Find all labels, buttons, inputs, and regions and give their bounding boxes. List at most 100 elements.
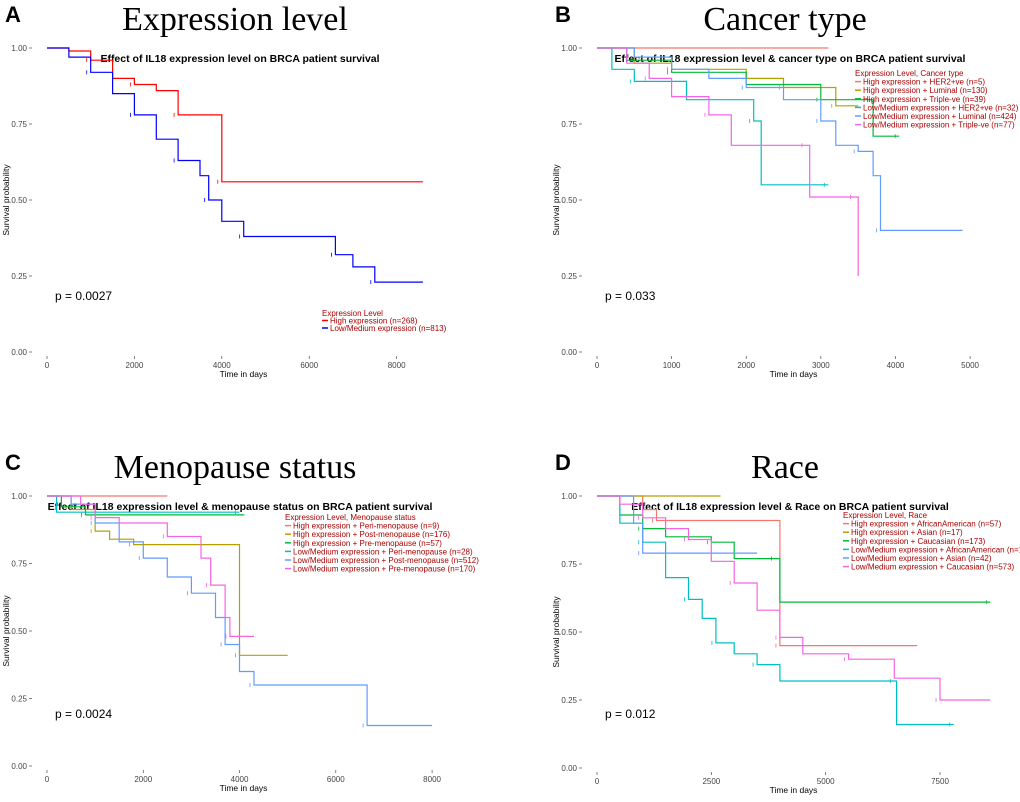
legend-entry: High expression + Peri-menopause (n=9) xyxy=(293,522,440,531)
y-tick-label: 1.00 xyxy=(11,44,27,53)
panel-a: A Expression level Effect of IL18 expressi… xyxy=(1,1,447,379)
y-tick-label: 0.25 xyxy=(561,696,577,705)
legend-entry: High expression + Pre-menopause (n=57) xyxy=(293,539,442,548)
legend-entry: High expression + Caucasian (n=173) xyxy=(851,537,986,546)
legend-entry: High expression + Post-menopause (n=176) xyxy=(293,530,450,539)
y-tick-label: 0.75 xyxy=(561,120,577,129)
panel-heading: Race xyxy=(751,449,819,486)
y-tick-label: 1.00 xyxy=(561,44,577,53)
x-tick-label: 5000 xyxy=(961,361,979,370)
y-tick-label: 0.25 xyxy=(11,695,27,704)
legend-entry: High expression + Luminal (n=130) xyxy=(863,86,988,95)
legend-entry: Low/Medium expression + Peri-menopause (… xyxy=(293,547,473,556)
chart-title: Effect of IL18 expression level & cancer… xyxy=(615,53,966,65)
p-value: p = 0.0024 xyxy=(55,707,112,721)
x-tick-label: 6000 xyxy=(300,361,318,370)
legend-entry: Low/Medium expression + Asian (n=42) xyxy=(851,554,992,563)
survival-curve-5 xyxy=(597,47,963,231)
survival-curve-5 xyxy=(47,495,433,727)
legend-entry: Low/Medium expression + AfricanAmerican … xyxy=(851,545,1020,554)
y-axis-label: Survival probability xyxy=(551,596,561,668)
legend-title: Expression Level xyxy=(322,309,383,318)
x-tick-label: 4000 xyxy=(231,775,249,784)
legend-entry: High expression + HER2+ve (n=5) xyxy=(863,78,985,87)
x-tick-label: 4000 xyxy=(887,361,905,370)
x-tick-label: 0 xyxy=(595,361,600,370)
legend-entry: Low/Medium expression + Caucasian (n=573… xyxy=(851,563,1015,572)
legend-entry: High expression + Triple-ve (n=39) xyxy=(863,95,986,104)
x-axis-label: Time in days xyxy=(220,369,268,379)
x-axis-label: Time in days xyxy=(220,783,268,793)
y-tick-label: 0.50 xyxy=(11,196,27,205)
legend-title: Expression Level, Race xyxy=(843,511,928,520)
panel-d: D Race Effect of IL18 expression level & R… xyxy=(551,449,1020,795)
y-tick-label: 0.25 xyxy=(561,272,577,281)
panel-letter: B xyxy=(555,2,571,27)
x-axis-label: Time in days xyxy=(770,785,818,795)
x-tick-label: 2000 xyxy=(134,775,152,784)
y-tick-label: 1.00 xyxy=(561,492,577,501)
panel-b: B Cancer type Effect of IL18 expression le… xyxy=(551,1,1019,379)
legend-title: Expression Level, Menopause status xyxy=(285,513,416,522)
legend-entry: High expression (n=268) xyxy=(330,317,418,326)
x-tick-label: 6000 xyxy=(327,775,345,784)
x-tick-label: 7500 xyxy=(931,777,949,786)
y-axis-label: Survival probability xyxy=(1,164,11,236)
x-tick-label: 2000 xyxy=(737,361,755,370)
survival-curve-4 xyxy=(597,47,829,186)
y-tick-label: 0.50 xyxy=(561,628,577,637)
x-tick-label: 0 xyxy=(45,361,50,370)
survival-curve-1 xyxy=(597,495,918,647)
y-axis-label: Survival probability xyxy=(551,164,561,236)
chart-title: Effect of IL18 expression level & menopa… xyxy=(48,501,433,513)
y-tick-label: 0.25 xyxy=(11,272,27,281)
y-tick-label: 0.00 xyxy=(561,764,577,773)
legend-entry: Low/Medium expression + Pre-menopause (n… xyxy=(293,565,476,574)
y-tick-label: 0.00 xyxy=(11,348,27,357)
y-tick-label: 0.00 xyxy=(561,348,577,357)
x-tick-label: 0 xyxy=(595,777,600,786)
p-value: p = 0.012 xyxy=(605,707,656,721)
panel-letter: D xyxy=(555,450,571,475)
x-tick-label: 5000 xyxy=(817,777,835,786)
legend-entry: High expression + AfricanAmerican (n=57) xyxy=(851,520,1002,529)
x-tick-label: 8000 xyxy=(388,361,406,370)
x-tick-label: 0 xyxy=(45,775,50,784)
survival-curve-6 xyxy=(597,495,991,701)
x-axis-label: Time in days xyxy=(770,369,818,379)
legend-entry: Low/Medium expression + Triple-ve (n=77) xyxy=(863,121,1015,130)
survival-curve-6 xyxy=(597,47,859,276)
survival-curve-3 xyxy=(597,495,991,603)
legend-entry: Low/Medium expression + Post-menopause (… xyxy=(293,556,479,565)
survival-curve-2 xyxy=(47,495,288,656)
survival-curve-1 xyxy=(47,47,423,183)
y-tick-label: 0.75 xyxy=(11,120,27,129)
panel-letter: A xyxy=(5,2,21,27)
panel-heading: Expression level xyxy=(122,1,348,38)
legend-entry: Low/Medium expression + Luminal (n=424) xyxy=(863,112,1017,121)
survival-curve-2 xyxy=(47,47,423,283)
survival-curve-5 xyxy=(597,495,758,554)
panel-heading: Cancer type xyxy=(703,1,866,38)
p-value: p = 0.0027 xyxy=(55,289,112,303)
panel-c: C Menopause status Effect of IL18 expressi… xyxy=(1,449,479,793)
survival-curve-6 xyxy=(47,495,254,637)
legend-title: Expression Level, Cancer type xyxy=(855,69,964,78)
x-tick-label: 2000 xyxy=(126,361,144,370)
x-tick-label: 2500 xyxy=(702,777,720,786)
x-tick-label: 3000 xyxy=(812,361,830,370)
y-tick-label: 0.00 xyxy=(11,762,27,771)
y-axis-label: Survival probability xyxy=(1,595,11,667)
chart-title: Effect of IL18 expression level on BRCA … xyxy=(100,53,379,65)
y-tick-label: 1.00 xyxy=(11,492,27,501)
p-value: p = 0.033 xyxy=(605,289,656,303)
y-tick-label: 0.50 xyxy=(11,627,27,636)
x-tick-label: 1000 xyxy=(663,361,681,370)
x-tick-label: 8000 xyxy=(423,775,441,784)
panel-letter: C xyxy=(5,450,21,475)
legend-entry: Low/Medium expression + HER2+ve (n=32) xyxy=(863,103,1019,112)
x-tick-label: 4000 xyxy=(213,361,231,370)
legend-entry: Low/Medium expression (n=813) xyxy=(330,324,447,333)
panel-heading: Menopause status xyxy=(114,449,357,486)
